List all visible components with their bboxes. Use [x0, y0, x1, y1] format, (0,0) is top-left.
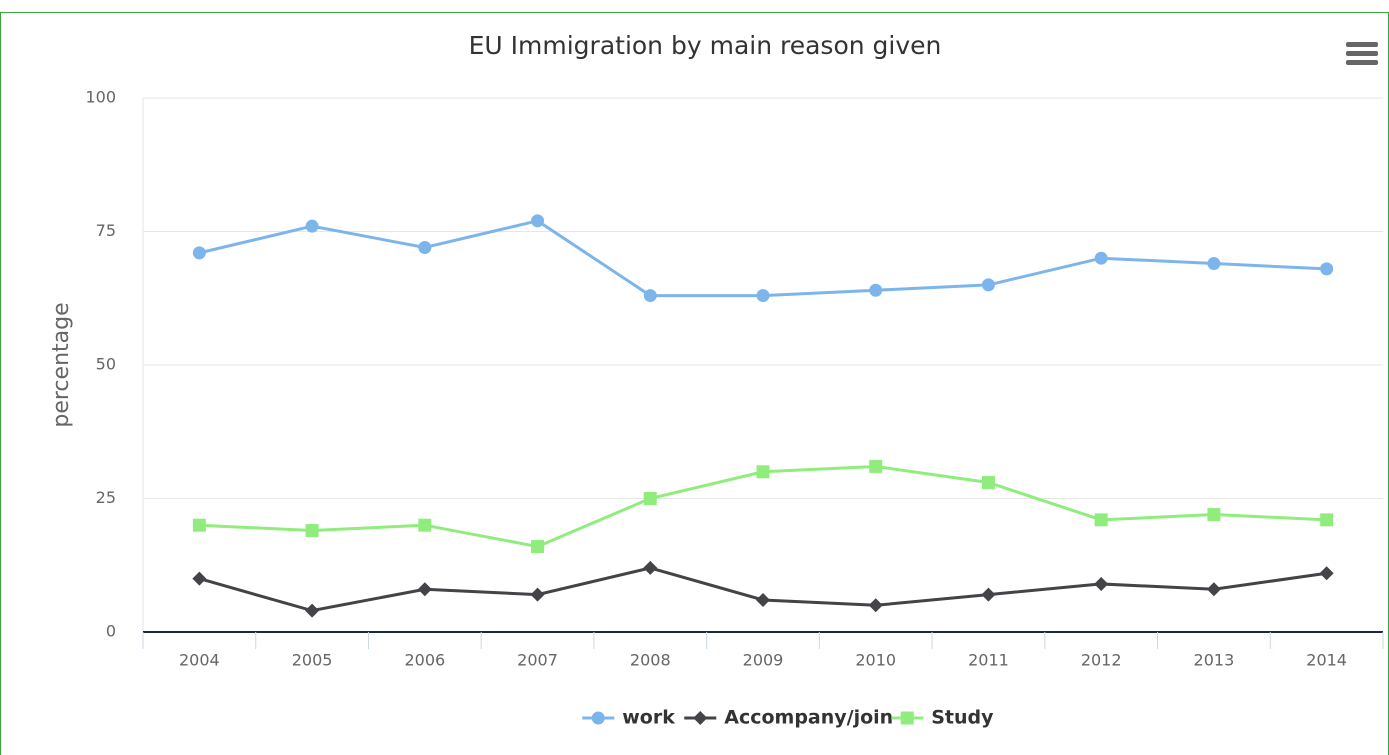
- menu-bar: [1346, 42, 1378, 47]
- chart-title: EU Immigration by main reason given: [469, 31, 942, 60]
- x-tick-label: 2012: [1081, 651, 1122, 670]
- data-point: [1319, 566, 1334, 581]
- x-tick-label: 2004: [179, 651, 220, 670]
- x-tick-label: 2007: [517, 651, 558, 670]
- x-tick-label: 2005: [292, 651, 333, 670]
- data-point: [643, 289, 657, 303]
- data-point: [756, 465, 770, 479]
- data-point: [530, 587, 545, 602]
- data-point: [643, 560, 658, 575]
- data-point: [192, 246, 206, 260]
- data-point: [1206, 582, 1221, 597]
- data-point: [305, 603, 320, 618]
- data-point: [1320, 513, 1334, 527]
- data-point: [192, 518, 206, 532]
- data-point: [305, 524, 319, 538]
- y-tick-label: 50: [96, 355, 116, 374]
- menu-bar: [1346, 60, 1378, 65]
- y-axis-label: percentage: [49, 302, 74, 427]
- legend-symbol: [900, 711, 914, 725]
- x-tick-label: 2006: [404, 651, 445, 670]
- data-point: [305, 219, 319, 233]
- data-point: [417, 582, 432, 597]
- legend-label: Accompany/join: [724, 707, 893, 729]
- x-tick-label: 2008: [630, 651, 671, 670]
- x-tick-label: 2010: [855, 651, 896, 670]
- data-point: [868, 598, 883, 613]
- x-tick-label: 2013: [1194, 651, 1235, 670]
- legend-symbol: [693, 711, 708, 725]
- data-point: [1207, 508, 1221, 522]
- data-point: [643, 492, 657, 505]
- data-point: [1094, 576, 1109, 591]
- data-point: [418, 518, 432, 532]
- legend: work Accompany/join Study: [582, 707, 994, 729]
- data-point: [869, 459, 883, 473]
- legend-label: work: [622, 707, 675, 729]
- data-point: [756, 289, 770, 303]
- x-tick-label: 2014: [1306, 651, 1347, 670]
- x-tick-label: 2011: [968, 651, 1009, 670]
- data-point: [756, 592, 770, 607]
- frame: [0, 12, 1389, 755]
- data-point: [981, 587, 996, 602]
- y-tick-label: 75: [96, 221, 116, 240]
- data-point: [531, 540, 545, 554]
- data-point: [192, 571, 207, 586]
- data-point: [1094, 251, 1108, 265]
- data-point: [531, 214, 545, 228]
- menu-bar: [1346, 51, 1378, 56]
- legend-label: Study: [931, 707, 994, 729]
- data-point: [981, 278, 995, 292]
- data-point: [1094, 513, 1108, 527]
- data-point: [418, 241, 432, 255]
- data-point: [981, 475, 995, 489]
- menu-button[interactable]: [1346, 42, 1378, 65]
- y-tick-label: 100: [85, 88, 116, 107]
- y-tick-label: 0: [106, 622, 116, 641]
- legend-symbol: [591, 711, 605, 725]
- y-tick-label: 25: [96, 488, 116, 507]
- x-tick-label: 2009: [743, 651, 784, 670]
- data-point: [1320, 262, 1334, 276]
- data-point: [1207, 257, 1221, 271]
- data-point: [869, 283, 883, 297]
